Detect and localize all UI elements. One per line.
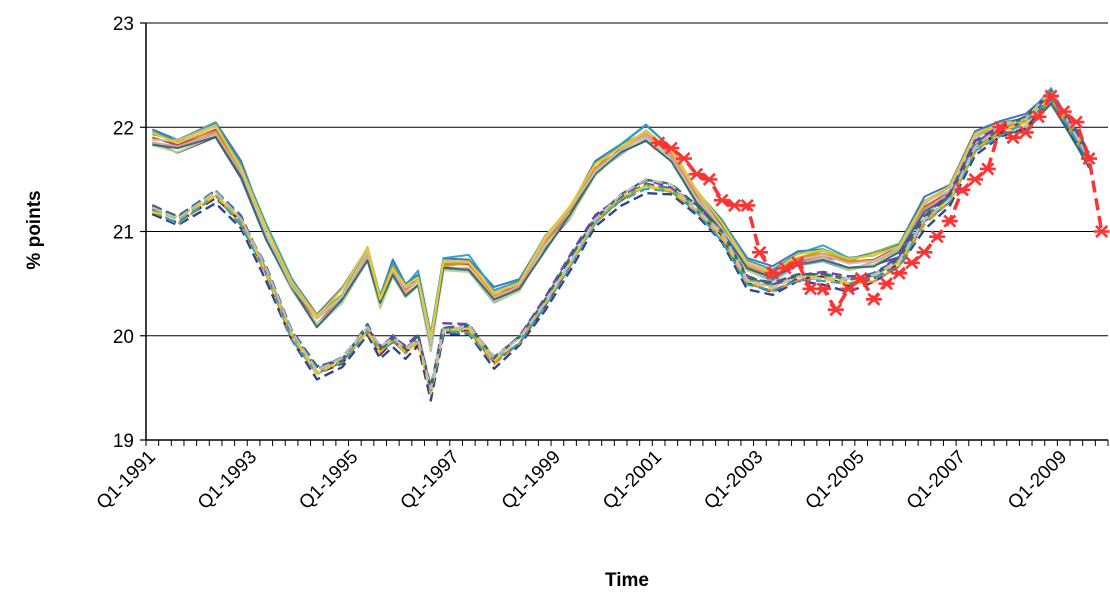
data-point [840,282,857,296]
ensemble-line [152,92,1090,341]
data-point [764,266,781,280]
data-point [1093,224,1110,239]
ensemble-line [152,103,1090,348]
data-point [891,266,908,280]
data-point [967,172,984,186]
ensemble-line [151,92,1091,391]
data-point [865,292,882,306]
ensemble-line [151,100,1090,352]
gridlines [146,126,1108,337]
x-tick-label: Q1-1995 [295,447,362,514]
x-tick-label: Q1-2005 [802,447,869,514]
data-point [777,261,794,275]
ensemble-line [151,92,1090,339]
data-point [1081,152,1098,166]
x-tick-label: Q1-1991 [93,447,160,514]
data-point [979,162,996,176]
ensemble-line [151,90,1090,337]
x-tick-label: Q1-2001 [599,447,666,514]
data-point [1043,89,1060,103]
ensemble-line [152,92,1091,395]
ensemble-line [151,89,1091,388]
data-point [992,120,1009,134]
data-point [878,277,895,291]
data-point [650,136,667,150]
x-tick-label: Q1-2009 [1004,447,1071,514]
y-tick-label: 21 [113,223,134,244]
x-axis-title: Time [605,570,649,591]
data-point [1017,125,1034,139]
data-point [688,167,705,181]
highlighted-series [650,89,1110,317]
ensemble-line [152,100,1090,351]
y-tick-label: 19 [113,431,134,452]
x-tick-label: Q1-1997 [397,447,464,514]
ensemble-lines [151,87,1091,402]
ensemble-line [151,90,1091,393]
x-tick-label: Q1-2007 [903,447,970,514]
data-point [1005,131,1022,145]
x-tick-label: Q1-1993 [194,447,261,514]
ensemble-line [151,96,1091,395]
data-point [739,198,756,212]
data-point [751,245,768,259]
ensemble-line [151,97,1091,394]
ensemble-line [151,97,1091,402]
data-point [929,230,946,244]
data-point [789,256,806,270]
y-tick-label: 20 [113,327,134,348]
x-tick-label: Q1-2003 [700,447,767,514]
data-point [954,183,971,197]
data-point [713,193,730,207]
data-point [701,172,718,186]
data-point [1068,115,1085,129]
y-axis-title: % points [24,190,45,269]
data-point [675,152,692,166]
data-point [1030,110,1047,124]
x-tick-label: Q1-1999 [498,447,565,514]
y-tick-label: 23 [113,14,134,35]
data-point [1055,105,1072,119]
ensemble-line [152,102,1090,346]
data-point [827,303,844,317]
ensemble-line [151,87,1090,335]
data-point [916,245,933,259]
y-tick-label: 22 [113,118,134,139]
ensemble-line [152,96,1090,346]
data-point [663,141,680,155]
data-point [903,256,920,270]
data-point [941,214,958,228]
data-point [853,271,870,285]
ensemble-line [151,93,1091,391]
axes: 19 20 21 22 23 Q1-1991 Q1-1993 Q1-1995 Q1-1997 Q1… [93,14,1109,514]
data-point [815,282,832,296]
ensemble-line [151,89,1091,391]
